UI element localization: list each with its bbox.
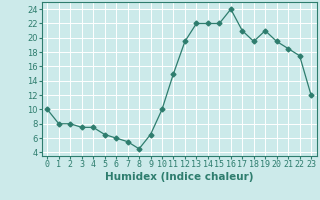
X-axis label: Humidex (Indice chaleur): Humidex (Indice chaleur): [105, 172, 253, 182]
